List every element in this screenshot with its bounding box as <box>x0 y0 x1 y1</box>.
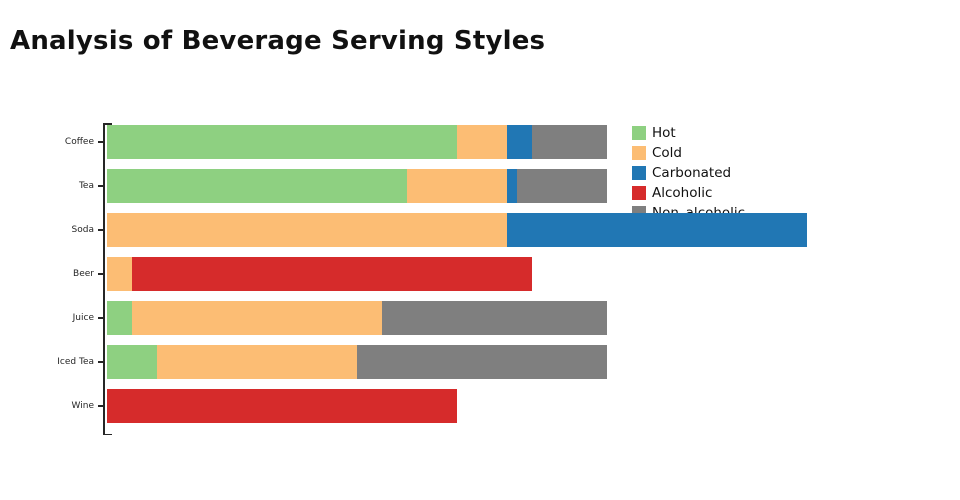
y-tick <box>98 141 104 143</box>
bar-segment-hot <box>107 169 407 203</box>
legend-swatch-icon <box>632 146 646 160</box>
bar-segment-carbonated <box>507 125 532 159</box>
legend-swatch-icon <box>632 186 646 200</box>
bar-segment-non_alcoholic <box>357 345 607 379</box>
stacked-bar <box>107 389 457 423</box>
y-tick <box>98 185 104 187</box>
stacked-bar <box>107 213 807 247</box>
y-axis-line <box>103 123 105 435</box>
legend-label: Cold <box>652 145 683 161</box>
y-tick <box>98 405 104 407</box>
bar-row: Tea <box>0 169 960 203</box>
stacked-bar <box>107 257 532 291</box>
legend-swatch-icon <box>632 166 646 180</box>
y-tick <box>98 229 104 231</box>
legend-label: Alcoholic <box>652 185 713 201</box>
legend-label: Carbonated <box>652 165 732 181</box>
bar-segment-carbonated <box>507 213 807 247</box>
bar-segment-hot <box>107 345 157 379</box>
category-label: Tea <box>78 181 94 191</box>
y-tick <box>98 273 104 275</box>
stacked-bar <box>107 125 607 159</box>
category-label: Coffee <box>64 137 94 147</box>
bar-row: Soda <box>0 213 960 247</box>
legend-item: Cold <box>632 143 745 163</box>
y-axis-top-cap <box>103 123 112 125</box>
bar-row: Beer <box>0 257 960 291</box>
legend-swatch-icon <box>632 126 646 140</box>
y-tick <box>98 317 104 319</box>
bar-segment-alcoholic <box>107 389 457 423</box>
legend-label: Hot <box>652 125 676 141</box>
category-label: Beer <box>73 269 94 279</box>
bar-segment-cold <box>107 257 132 291</box>
bar-segment-cold <box>457 125 507 159</box>
chart-title: Analysis of Beverage Serving Styles <box>10 26 546 56</box>
bar-segment-non_alcoholic <box>532 125 607 159</box>
bar-row: Iced Tea <box>0 345 960 379</box>
bar-segment-cold <box>107 213 507 247</box>
bar-row: Coffee <box>0 125 960 159</box>
y-tick <box>98 361 104 363</box>
category-label: Juice <box>72 313 94 323</box>
y-axis-bottom-cap <box>103 433 112 435</box>
bar-segment-hot <box>107 125 457 159</box>
category-label: Iced Tea <box>57 357 94 367</box>
bar-segment-cold <box>407 169 507 203</box>
legend-item: Carbonated <box>632 163 745 183</box>
stacked-bar <box>107 169 607 203</box>
category-label: Wine <box>71 401 94 411</box>
bar-segment-non_alcoholic <box>517 169 607 203</box>
bar-segment-cold <box>132 301 382 335</box>
bar-segment-alcoholic <box>132 257 532 291</box>
bar-segment-carbonated <box>507 169 517 203</box>
legend-item: Hot <box>632 123 745 143</box>
bar-row: Wine <box>0 389 960 423</box>
bar-segment-cold <box>157 345 357 379</box>
stacked-bar <box>107 345 607 379</box>
legend-item: Alcoholic <box>632 183 745 203</box>
bar-row: Juice <box>0 301 960 335</box>
category-label: Soda <box>71 225 94 235</box>
bar-segment-hot <box>107 301 132 335</box>
bar-segment-non_alcoholic <box>382 301 607 335</box>
stacked-bar <box>107 301 607 335</box>
